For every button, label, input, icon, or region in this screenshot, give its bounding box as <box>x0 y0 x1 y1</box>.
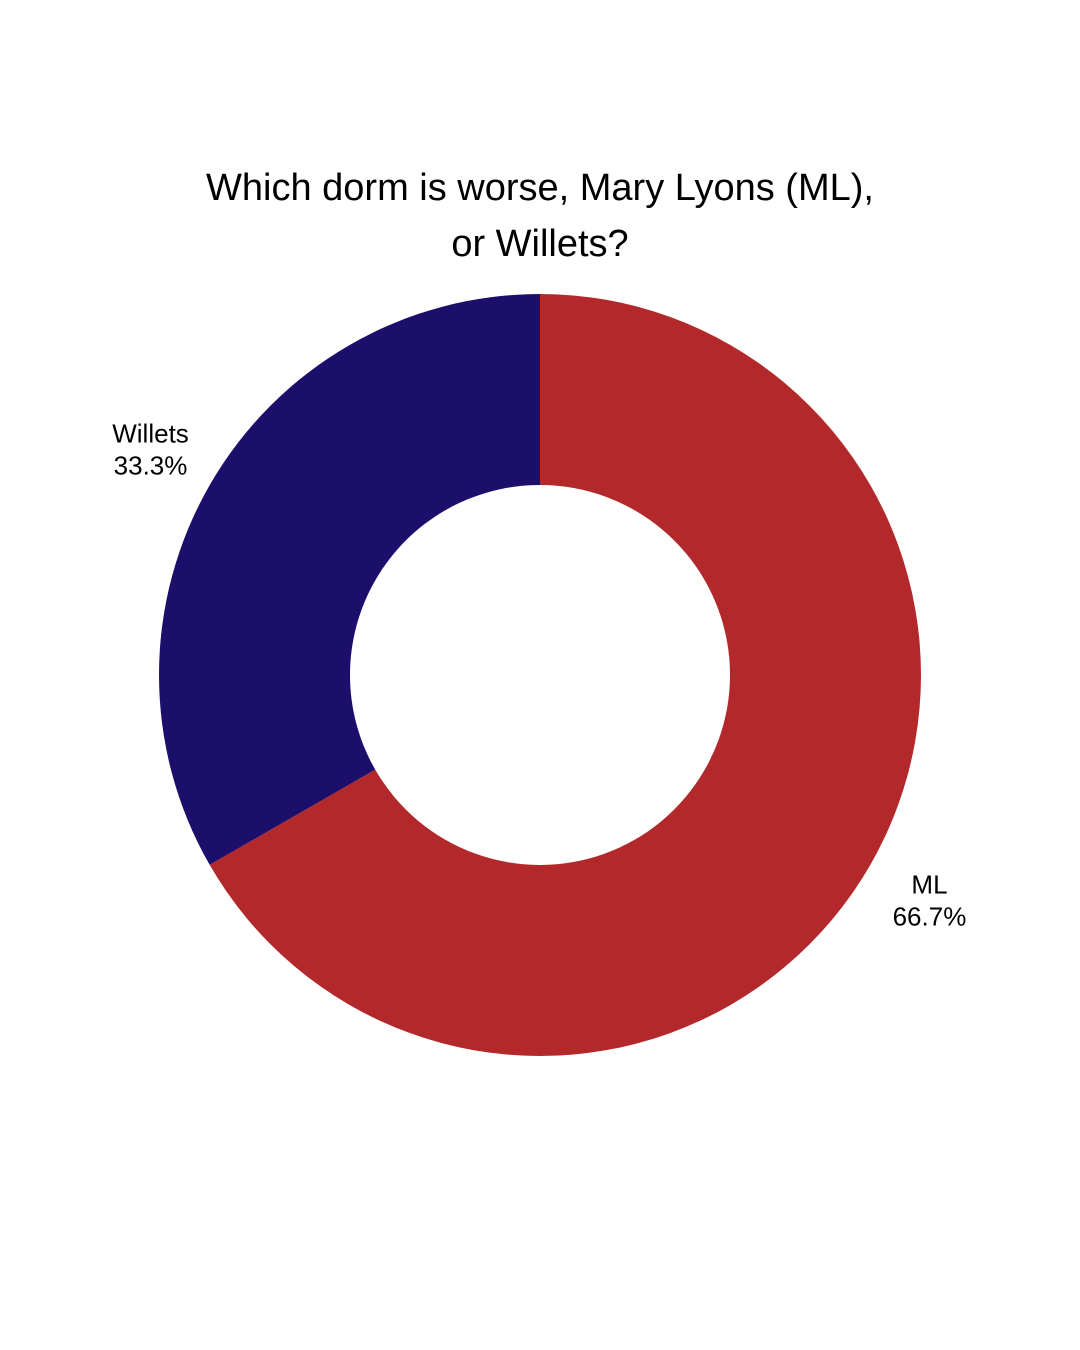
donut-slice <box>209 294 922 1056</box>
chart-title: Which dorm is worse, Mary Lyons (ML), or… <box>206 167 874 265</box>
slice-label: Willets <box>112 419 189 449</box>
slice-value-label: 66.7% <box>893 901 967 931</box>
donut-slice <box>158 293 540 865</box>
slice-label: ML <box>911 869 947 899</box>
slice-value-label: 33.3% <box>114 451 188 481</box>
